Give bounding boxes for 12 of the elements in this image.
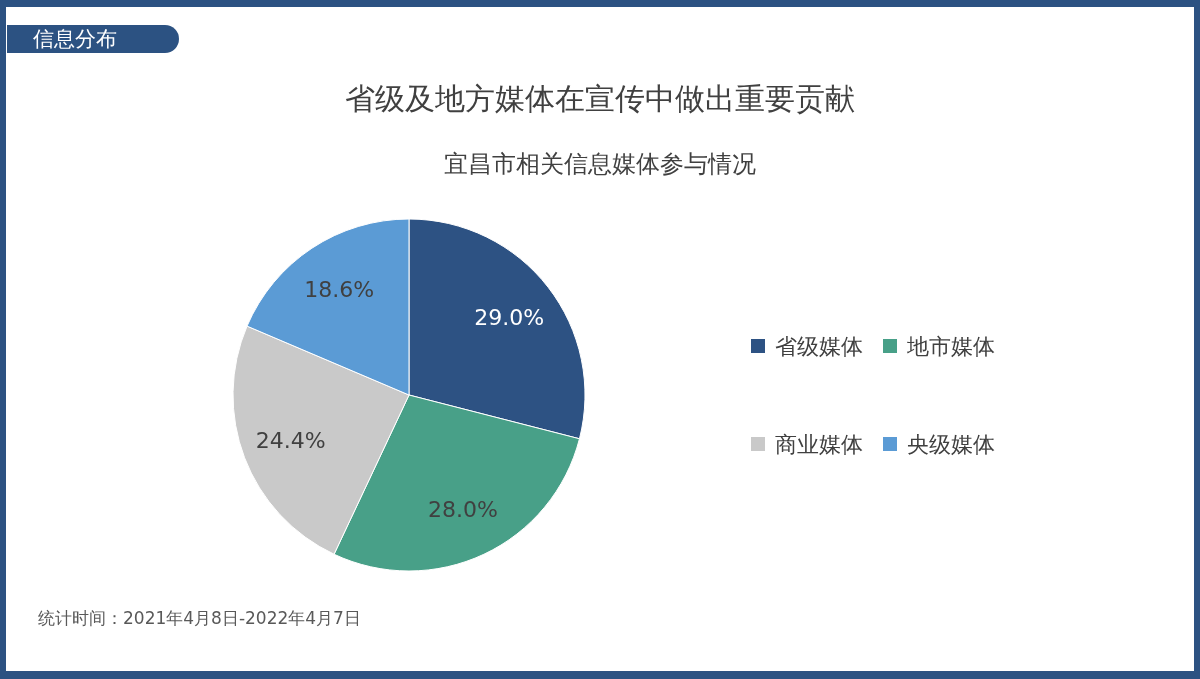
data-label: 24.4% <box>255 427 326 453</box>
chart-subtitle: 宜昌市相关信息媒体参与情况 <box>444 150 756 178</box>
text: 信息分布 <box>7 25 179 53</box>
legend-label: 地市媒体 <box>906 333 995 359</box>
legend-label: 商业媒体 <box>775 431 863 457</box>
chart-title: 省级及地方媒体在宣传中做出重要贡献 <box>345 80 855 116</box>
text: 统计时间：2021年4月8日-2022年4月7日 <box>38 607 361 629</box>
legend-label: 省级媒体 <box>775 333 863 359</box>
legend-label: 央级媒体 <box>907 431 995 457</box>
data-label: 29.0% <box>474 304 545 330</box>
data-label: 18.6% <box>304 276 375 302</box>
data-label: 28.0% <box>428 497 498 523</box>
